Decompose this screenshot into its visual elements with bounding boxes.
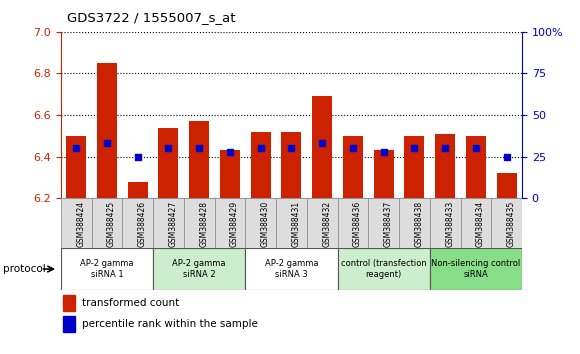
FancyBboxPatch shape: [92, 198, 122, 248]
Text: GSM388438: GSM388438: [414, 201, 423, 247]
Text: GSM388425: GSM388425: [107, 201, 116, 247]
FancyBboxPatch shape: [184, 198, 215, 248]
FancyBboxPatch shape: [276, 198, 307, 248]
Point: [195, 145, 204, 151]
Text: GSM388426: GSM388426: [138, 201, 147, 247]
Point: [133, 154, 143, 159]
Text: GSM388433: GSM388433: [445, 201, 454, 247]
FancyBboxPatch shape: [153, 248, 245, 290]
Point: [471, 145, 480, 151]
Bar: [343, 136, 363, 198]
FancyBboxPatch shape: [430, 198, 461, 248]
Text: GDS3722 / 1555007_s_at: GDS3722 / 1555007_s_at: [67, 11, 235, 24]
Point: [502, 154, 512, 159]
Point: [164, 145, 173, 151]
FancyBboxPatch shape: [461, 198, 491, 248]
Bar: [158, 127, 179, 198]
Text: percentile rank within the sample: percentile rank within the sample: [82, 319, 258, 329]
Text: GSM388430: GSM388430: [260, 201, 270, 247]
Point: [256, 145, 265, 151]
Point: [71, 145, 81, 151]
Text: GSM388437: GSM388437: [384, 201, 393, 247]
Bar: [281, 132, 302, 198]
Point: [441, 145, 450, 151]
Bar: [63, 316, 75, 332]
Text: transformed count: transformed count: [82, 298, 179, 308]
Point: [318, 141, 327, 146]
FancyBboxPatch shape: [61, 248, 153, 290]
Text: Non-silencing control
siRNA: Non-silencing control siRNA: [432, 259, 520, 279]
Bar: [189, 121, 209, 198]
FancyBboxPatch shape: [245, 198, 276, 248]
Bar: [97, 63, 117, 198]
Bar: [66, 136, 86, 198]
Text: GSM388435: GSM388435: [507, 201, 516, 247]
Bar: [435, 134, 455, 198]
Text: protocol: protocol: [3, 264, 46, 274]
Text: GSM388434: GSM388434: [476, 201, 485, 247]
FancyBboxPatch shape: [61, 198, 92, 248]
FancyBboxPatch shape: [215, 198, 245, 248]
Point: [225, 149, 234, 154]
Text: AP-2 gamma
siRNA 2: AP-2 gamma siRNA 2: [172, 259, 226, 279]
FancyBboxPatch shape: [245, 248, 338, 290]
Text: GSM388424: GSM388424: [76, 201, 85, 247]
Bar: [251, 132, 271, 198]
Text: AP-2 gamma
siRNA 1: AP-2 gamma siRNA 1: [80, 259, 134, 279]
Text: GSM388429: GSM388429: [230, 201, 239, 247]
FancyBboxPatch shape: [153, 198, 184, 248]
FancyBboxPatch shape: [368, 198, 399, 248]
Bar: [404, 136, 425, 198]
Bar: [220, 150, 240, 198]
Point: [409, 145, 419, 151]
FancyBboxPatch shape: [491, 198, 522, 248]
Bar: [496, 173, 517, 198]
Text: GSM388428: GSM388428: [200, 201, 208, 247]
Text: GSM388427: GSM388427: [169, 201, 177, 247]
Text: GSM388432: GSM388432: [322, 201, 331, 247]
Point: [348, 145, 357, 151]
FancyBboxPatch shape: [122, 198, 153, 248]
Text: GSM388436: GSM388436: [353, 201, 362, 247]
Point: [102, 141, 111, 146]
FancyBboxPatch shape: [430, 248, 522, 290]
Bar: [312, 96, 332, 198]
FancyBboxPatch shape: [399, 198, 430, 248]
Text: AP-2 gamma
siRNA 3: AP-2 gamma siRNA 3: [264, 259, 318, 279]
Bar: [374, 150, 394, 198]
Point: [379, 149, 389, 154]
FancyBboxPatch shape: [307, 198, 338, 248]
Bar: [63, 295, 75, 311]
Bar: [466, 136, 486, 198]
FancyBboxPatch shape: [338, 248, 430, 290]
FancyBboxPatch shape: [338, 198, 368, 248]
Text: GSM388431: GSM388431: [291, 201, 300, 247]
Bar: [128, 182, 148, 198]
Text: control (transfection
reagent): control (transfection reagent): [341, 259, 426, 279]
Point: [287, 145, 296, 151]
